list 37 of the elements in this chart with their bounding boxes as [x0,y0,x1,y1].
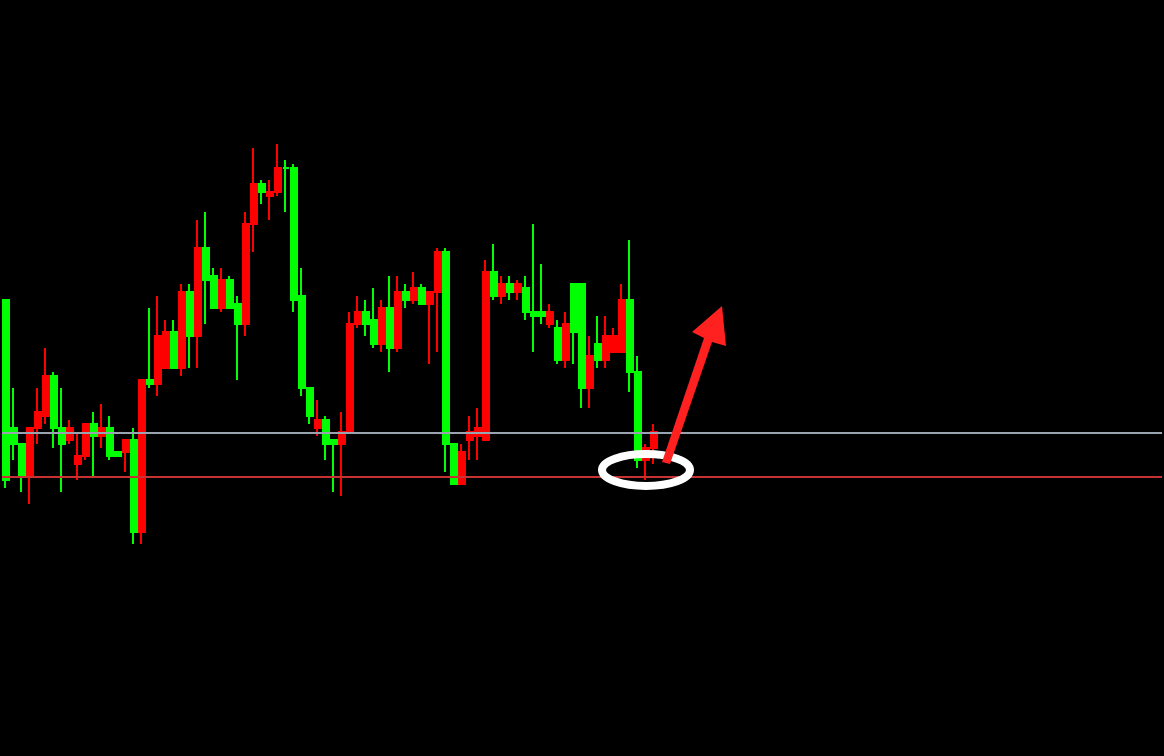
candlestick [218,267,226,313]
candlestick [138,379,146,545]
candlestick [2,299,10,489]
candlestick [170,319,178,369]
candlestick [546,303,554,329]
candlestick [122,439,130,473]
candlestick [602,315,610,369]
candlestick [490,243,498,301]
candlestick [106,415,114,461]
candlestick [586,335,594,409]
candlestick [578,283,586,409]
candlestick [514,279,522,301]
candlestick [530,223,538,353]
candlestick [378,299,386,353]
candlestick [194,219,202,369]
candlestick [498,275,506,305]
candlestick [554,319,562,365]
candlestick [402,283,410,309]
candlestick [410,271,418,305]
candlestick [154,295,162,397]
candlestick [594,315,602,369]
candlestick [130,427,138,545]
candlestick [314,399,322,437]
candlestick [370,287,378,349]
candlestick [258,179,266,205]
candlestick [386,275,394,373]
candlestick [90,411,98,477]
candlestick [418,283,426,305]
candlestick [394,275,402,353]
candlestick [618,283,626,353]
candlestick [506,275,514,301]
candlestick [562,311,570,369]
candlestick [178,283,186,377]
candlestick [186,283,194,369]
candlestick [202,211,210,325]
candlestick [98,403,106,449]
candlestick [146,307,154,389]
